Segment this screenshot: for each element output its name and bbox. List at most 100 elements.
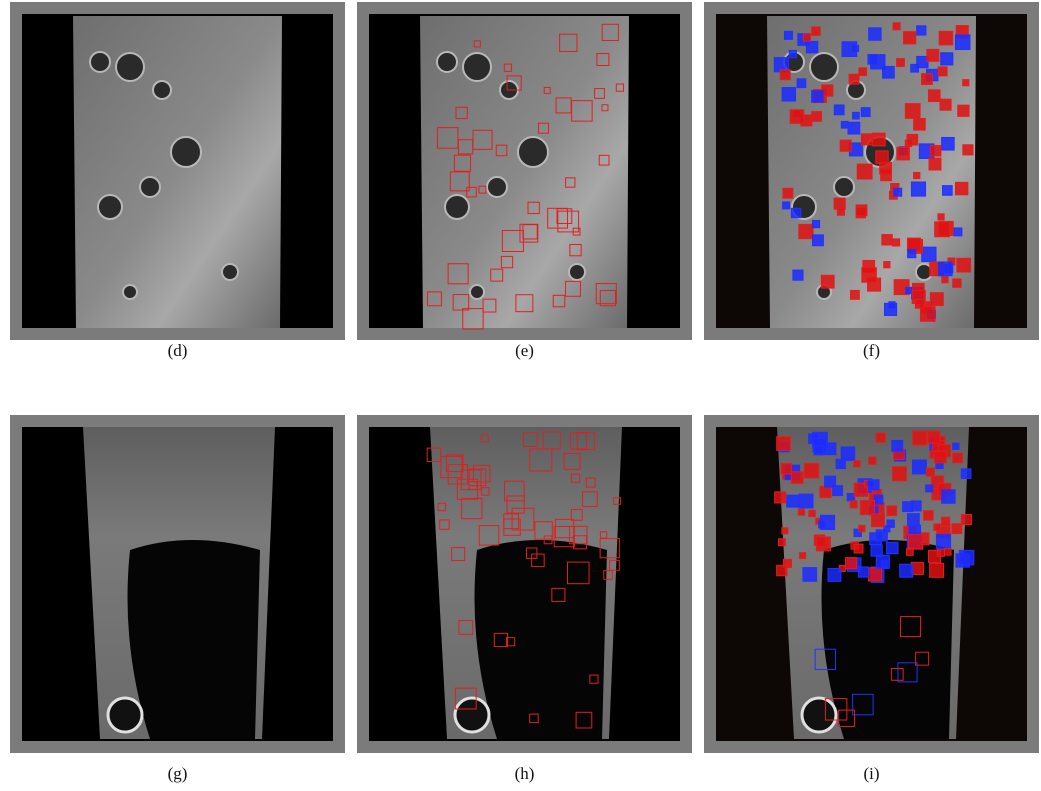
detection-box — [906, 287, 912, 293]
crater — [445, 195, 469, 219]
page: (d)(e)(f)(g)(h)(i) (() => { const data =… — [0, 0, 1041, 791]
detection-box — [936, 534, 950, 548]
detection-box — [861, 134, 872, 145]
detection-box — [912, 460, 926, 474]
detection-box — [834, 198, 845, 209]
detection-box — [871, 545, 882, 556]
crater — [834, 177, 854, 197]
detection-box — [872, 133, 885, 146]
detection-box — [856, 205, 867, 216]
detection-box — [955, 182, 967, 194]
detection-box — [841, 447, 855, 461]
detection-box — [781, 463, 791, 473]
detection-box — [917, 26, 926, 35]
caption: (d) — [168, 341, 188, 360]
panel — [704, 415, 1039, 753]
detection-box — [847, 494, 854, 501]
detection-box — [842, 42, 857, 57]
crater — [116, 53, 144, 81]
detection-box — [825, 476, 836, 487]
detection-box — [782, 528, 788, 534]
detection-box — [963, 145, 973, 155]
detection-box — [820, 486, 831, 497]
detection-box — [791, 208, 800, 217]
detection-box — [930, 293, 943, 306]
detection-box — [943, 186, 953, 196]
detection-box — [938, 262, 952, 276]
detection-box — [821, 275, 834, 288]
detection-box — [887, 542, 898, 553]
detection-box — [800, 553, 806, 559]
detection-box — [777, 437, 791, 451]
detection-box — [941, 53, 953, 65]
detection-box — [907, 549, 914, 556]
detection-box — [905, 104, 920, 119]
detection-box — [845, 558, 856, 569]
detection-box — [941, 517, 949, 525]
detection-box — [907, 514, 919, 526]
detection-box — [854, 544, 863, 553]
detection-box — [809, 510, 815, 516]
crater — [153, 81, 171, 99]
detection-box — [887, 506, 897, 516]
detection-box — [880, 162, 892, 174]
detection-box — [904, 32, 916, 44]
crater — [123, 285, 137, 299]
detection-box — [927, 49, 939, 61]
detection-box — [868, 55, 877, 64]
detection-box — [959, 550, 973, 564]
detection-box — [882, 235, 892, 245]
detection-box — [834, 105, 844, 115]
crater — [487, 177, 507, 197]
panel — [357, 415, 692, 753]
detection-box — [813, 235, 824, 246]
detection-box — [782, 88, 795, 101]
detection-box — [894, 188, 902, 196]
detection-box — [954, 228, 962, 236]
crater — [140, 177, 160, 197]
detection-box — [814, 445, 823, 454]
detection-box — [911, 182, 925, 196]
detection-box — [942, 137, 955, 150]
detection-box — [803, 34, 810, 41]
detection-box — [893, 23, 900, 30]
crater — [90, 52, 110, 72]
detection-box — [804, 463, 819, 478]
caption: (g) — [168, 764, 188, 783]
detection-box — [868, 481, 874, 487]
caption: (h) — [515, 764, 535, 783]
detection-box — [849, 74, 859, 84]
detection-box — [935, 222, 950, 237]
detection-box — [775, 492, 786, 503]
detection-box — [897, 59, 905, 67]
detection-box — [854, 461, 860, 467]
detection-box — [837, 208, 844, 215]
detection-box — [908, 249, 916, 257]
panel — [10, 2, 345, 340]
detection-box — [841, 121, 848, 128]
crater — [98, 195, 122, 219]
detection-box — [945, 549, 952, 556]
detection-box — [961, 514, 971, 524]
detection-box — [812, 91, 824, 103]
detection-box — [942, 490, 955, 503]
detection-box — [876, 555, 889, 568]
detection-box — [876, 530, 887, 541]
detection-box — [812, 112, 822, 122]
detection-box — [861, 108, 870, 117]
detection-box — [957, 258, 971, 272]
detection-box — [787, 495, 799, 507]
detection-box — [874, 495, 883, 504]
detection-box — [798, 509, 804, 515]
detection-box — [803, 568, 817, 582]
detection-box — [955, 35, 970, 50]
crater — [569, 264, 585, 280]
detection-box — [913, 431, 927, 445]
crater — [463, 53, 491, 81]
caption: (i) — [863, 764, 879, 783]
detection-box — [930, 145, 941, 156]
detection-box — [963, 80, 969, 86]
detection-box — [922, 247, 936, 261]
detection-box — [850, 290, 859, 299]
detection-box — [929, 158, 941, 170]
